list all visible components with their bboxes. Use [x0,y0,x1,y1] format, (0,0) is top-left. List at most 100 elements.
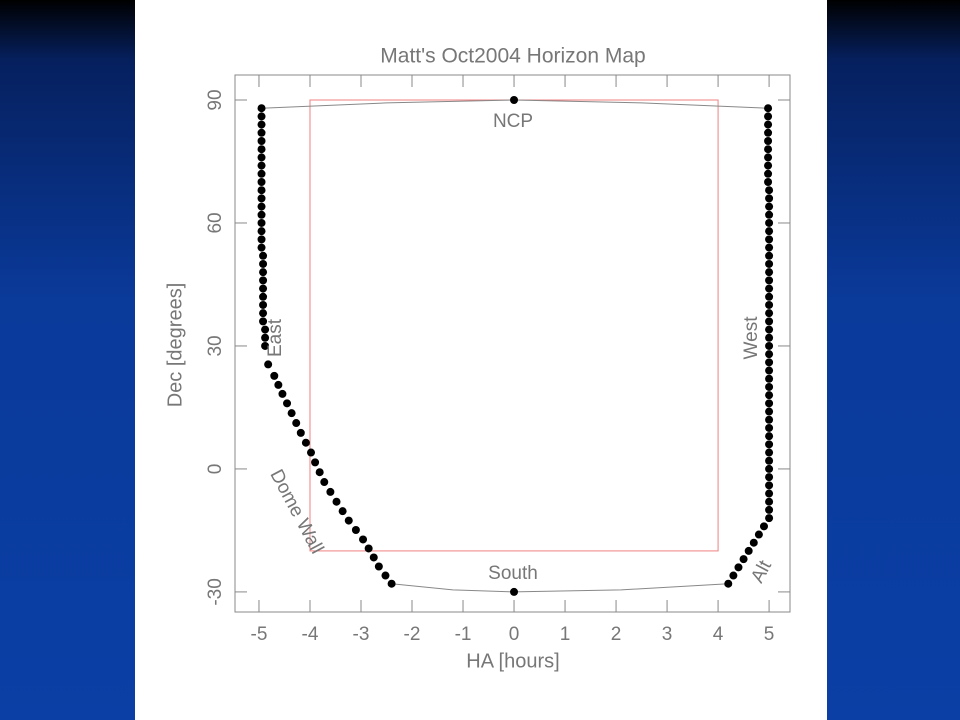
point [257,120,266,129]
point [765,292,774,301]
point [257,243,266,252]
point [765,194,774,203]
x-tick-label: -1 [455,624,472,645]
point [261,341,270,350]
y-tick-label: 90 [205,89,226,110]
point [369,553,378,562]
point [765,251,774,260]
point [510,587,519,596]
point [259,300,268,309]
point [765,374,774,383]
y-tick-label: -30 [205,578,226,605]
point [257,202,266,211]
point [307,448,316,457]
point [278,389,287,398]
point [765,317,774,326]
point [765,440,774,449]
point [764,112,773,121]
point [296,428,305,437]
point [332,497,341,506]
annotation: South [488,563,538,584]
point [765,456,774,465]
x-tick-label: -4 [302,624,319,645]
point [764,161,773,170]
point [765,300,774,309]
point [320,478,329,487]
x-tick-label: 4 [713,624,724,645]
point [261,325,270,334]
point [765,497,774,506]
point [270,371,279,380]
point [744,546,753,555]
point [257,136,266,145]
point [729,571,738,580]
point [283,399,292,408]
point [257,177,266,186]
point [765,350,774,359]
point [765,210,774,219]
point [364,544,373,553]
point [765,243,774,252]
point [287,409,296,418]
point [749,538,758,547]
point [301,438,310,447]
point [765,341,774,350]
point [764,104,773,113]
point [765,407,774,416]
point [765,473,774,482]
x-tick-label: 1 [560,624,571,645]
point [259,259,268,268]
point [739,555,748,564]
point [257,194,266,203]
y-tick-label: 0 [205,464,226,475]
x-tick-label: -5 [251,624,268,645]
x-tick-label: -3 [353,624,370,645]
point [259,251,268,260]
point [765,186,774,195]
point [759,522,768,531]
point [259,292,268,301]
point [765,276,774,285]
point [311,458,320,467]
point [344,516,353,525]
point [315,468,324,477]
point [765,235,774,244]
point [274,380,283,389]
point [764,153,773,162]
x-tick-label: 3 [662,624,673,645]
point [387,579,396,588]
point [765,218,774,227]
x-axis-label: HA [hours] [466,650,559,672]
point [765,432,774,441]
point [765,227,774,236]
x-tick-label: 0 [509,624,520,645]
point [257,128,266,137]
point [257,235,266,244]
point [259,276,268,285]
point [765,423,774,432]
point [765,358,774,367]
point [259,284,268,293]
x-tick-label: 2 [611,624,622,645]
point [765,382,774,391]
point [765,202,774,211]
point [359,535,368,544]
y-tick-label: 30 [205,335,226,356]
point [338,507,347,516]
point [257,218,266,227]
point [261,333,270,342]
slide-panel [135,0,827,720]
x-tick-label: -2 [404,624,421,645]
point [765,259,774,268]
point [765,268,774,277]
point [765,391,774,400]
point [764,177,773,186]
point [257,153,266,162]
point [765,489,774,498]
point [374,562,383,571]
point [724,579,733,588]
chart-title: Matt's Oct2004 Horizon Map [380,45,645,68]
point [765,284,774,293]
